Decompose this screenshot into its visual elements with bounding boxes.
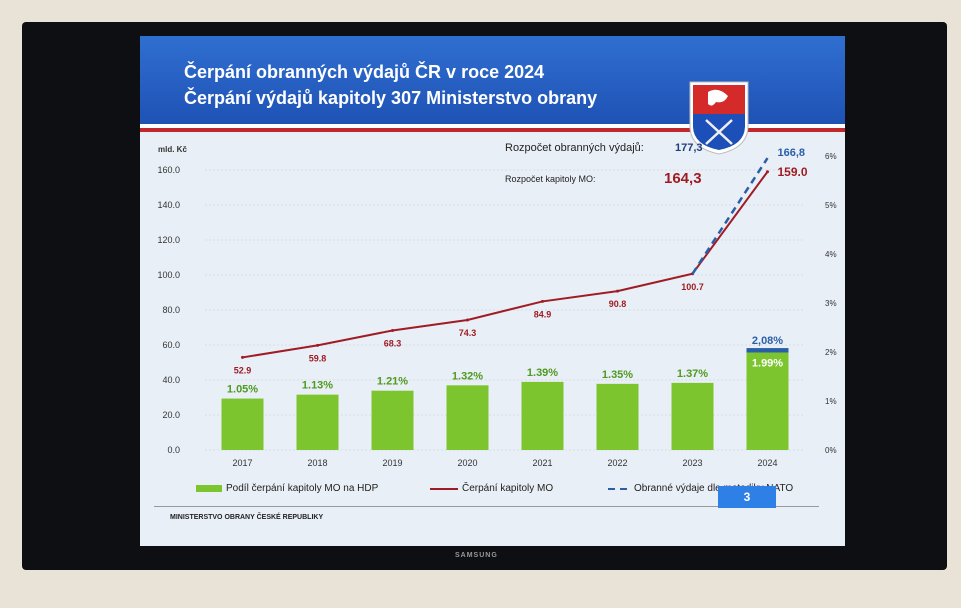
bar-value-label: 1.13% (302, 380, 333, 392)
bar-value-label: 1.05% (227, 384, 258, 396)
slide: Čerpání obranných výdajů ČR v roce 2024 … (140, 36, 845, 546)
bar-value-label: 1.32% (452, 370, 483, 382)
x-tick-label: 2024 (757, 458, 777, 468)
tv-brand-logo: SAMSUNG (455, 552, 498, 559)
budget-defence-value: 177,3 (675, 142, 703, 154)
y2-tick-label: 6% (825, 152, 837, 161)
x-tick-label: 2018 (307, 458, 327, 468)
slide-subtitle: Čerpání výdajů kapitoly 307 Ministerstvo… (184, 88, 598, 108)
y2-tick-label: 3% (825, 299, 837, 308)
line-point-2024 (766, 170, 769, 174)
bar-value-label: 1.99% (752, 357, 783, 369)
x-tick-label: 2022 (607, 458, 627, 468)
legend-swatch-dashed (608, 487, 630, 490)
x-tick-label: 2017 (232, 458, 252, 468)
footer-text: MINISTERSTVO OBRANY ČESKÉ REPUBLIKY (170, 514, 324, 521)
line-point-2018 (316, 343, 319, 347)
y-tick-label: 80.0 (162, 305, 180, 315)
y-tick-label: 140.0 (157, 200, 180, 210)
legend-item-line: Čerpání kapitoly MO (430, 483, 553, 494)
ministry-crest-logo (689, 81, 749, 155)
nato-value-label: 166,8 (778, 147, 806, 159)
bar-2018 (296, 394, 339, 450)
legend-swatch-red (430, 487, 458, 490)
line-value-label: 84.9 (534, 309, 552, 319)
line-value-label: 159.0 (778, 165, 808, 179)
footer-divider (154, 506, 819, 507)
header-stripe-white (140, 124, 845, 128)
legend-swatch-green (196, 485, 222, 492)
y-tick-label: 40.0 (162, 375, 180, 385)
bar-2020 (446, 385, 489, 450)
page-number: 3 (718, 486, 776, 508)
legend-label: Podíl čerpání kapitoly MO na HDP (226, 483, 379, 494)
x-tick-label: 2019 (382, 458, 402, 468)
legend-item-bar: Podíl čerpání kapitoly MO na HDP (196, 483, 378, 494)
bar-2017 (221, 398, 264, 450)
bar-value-label: 1.35% (602, 369, 633, 381)
y2-tick-label: 4% (825, 250, 837, 259)
budget-mo-label: Rozpočet kapitoly MO: (505, 174, 596, 184)
bar-value-label: 1.39% (527, 367, 558, 379)
line-value-label: 100.7 (681, 282, 704, 292)
x-tick-label: 2021 (532, 458, 552, 468)
line-value-label: 59.8 (309, 353, 327, 363)
header-stripe-red (140, 128, 845, 132)
line-value-label: 90.8 (609, 299, 627, 309)
y-tick-label: 160.0 (157, 165, 180, 175)
y2-tick-label: 0% (825, 446, 837, 455)
y-tick-label: 20.0 (162, 410, 180, 420)
bar-2019 (371, 390, 414, 450)
legend-label: Obranné výdaje dle metodiky NATO (634, 483, 794, 494)
y-axis-label: mld. Kč (158, 145, 187, 154)
bar-2022 (596, 383, 639, 450)
x-tick-label: 2023 (682, 458, 702, 468)
line-value-label: 74.3 (459, 328, 477, 338)
line-point-2019 (391, 328, 394, 332)
y-tick-label: 100.0 (157, 270, 180, 280)
y-tick-label: 60.0 (162, 340, 180, 350)
line-cerpani-mo (242, 171, 769, 359)
y-tick-label: 120.0 (157, 235, 180, 245)
line-value-label: 68.3 (384, 338, 402, 348)
y-tick-label: 0.0 (167, 445, 180, 455)
bar-2021 (521, 381, 564, 450)
nato-share-label: 2,08% (752, 335, 783, 347)
line-point-2021 (541, 299, 544, 303)
chart: 0.0 20.0 40.0 60.0 80.0 100.0 120.0 140.0 160.0 m… (157, 145, 837, 468)
line-nato-dashed (691, 157, 769, 275)
bar-value-label: 1.21% (377, 376, 408, 388)
bar-2023 (671, 382, 714, 450)
budget-defence-label: Rozpočet obranných výdajů: (505, 142, 644, 154)
line-point-2022 (616, 289, 619, 293)
nato-bar-cap-2024 (746, 348, 789, 353)
slide-title: Čerpání obranných výdajů ČR v roce 2024 (184, 62, 545, 82)
line-value-label: 52.9 (234, 365, 252, 375)
line-point-2017 (241, 355, 244, 359)
bar-value-label: 1.37% (677, 368, 708, 380)
budget-mo-value: 164,3 (664, 170, 702, 187)
line-point-2020 (466, 318, 469, 322)
x-tick-label: 2020 (457, 458, 477, 468)
bar-2024 (746, 352, 789, 450)
y2-tick-label: 1% (825, 397, 837, 406)
y2-tick-label: 5% (825, 201, 837, 210)
legend-item-dashed: Obranné výdaje dle metodiky NATO (608, 483, 793, 494)
legend-label: Čerpání kapitoly MO (462, 483, 554, 494)
y2-tick-label: 2% (825, 348, 837, 357)
